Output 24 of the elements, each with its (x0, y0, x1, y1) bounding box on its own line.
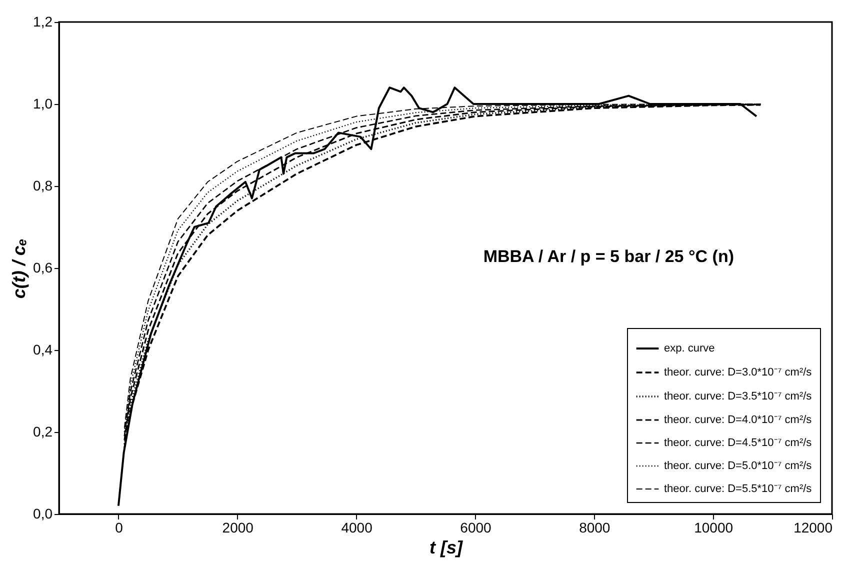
y-tick-label: 0,8 (33, 178, 53, 194)
y-axis-title: c(t) / cₑ (9, 238, 30, 299)
annotation: MBBA / Ar / p = 5 bar / 25 °C (n) (483, 247, 734, 266)
x-tick-label: 8000 (579, 520, 610, 536)
x-tick-label: 10000 (694, 520, 734, 536)
y-tick-label: 0,4 (33, 342, 53, 358)
y-tick-label: 1,0 (33, 96, 53, 112)
legend-label: exp. curve (664, 342, 715, 354)
legend-label: theor. curve: D=4.0*10⁻⁷ cm²/s (664, 414, 812, 426)
legend-label: theor. curve: D=3.5*10⁻⁷ cm²/s (664, 390, 812, 402)
x-tick-label: 6000 (460, 520, 492, 536)
x-axis-title: t [s] (430, 538, 464, 558)
x-tick-label: 4000 (341, 520, 373, 536)
legend-label: theor. curve: D=3.0*10⁻⁷ cm²/s (664, 366, 812, 378)
x-tick-label: 0 (115, 520, 124, 536)
y-tick-label: 0,6 (33, 260, 53, 276)
legend-label: theor. curve: D=5.0*10⁻⁷ cm²/s (664, 460, 812, 472)
y-tick-label: 0,0 (33, 506, 53, 522)
x-tick-label: 12000 (794, 520, 833, 536)
legend-label: theor. curve: D=5.5*10⁻⁷ cm²/s (664, 483, 812, 495)
y-tick-label: 0,2 (33, 424, 53, 440)
legend-label: theor. curve: D=4.5*10⁻⁷ cm²/s (664, 437, 812, 449)
x-tick-label: 2000 (222, 520, 254, 536)
y-tick-label: 1,2 (33, 14, 53, 30)
